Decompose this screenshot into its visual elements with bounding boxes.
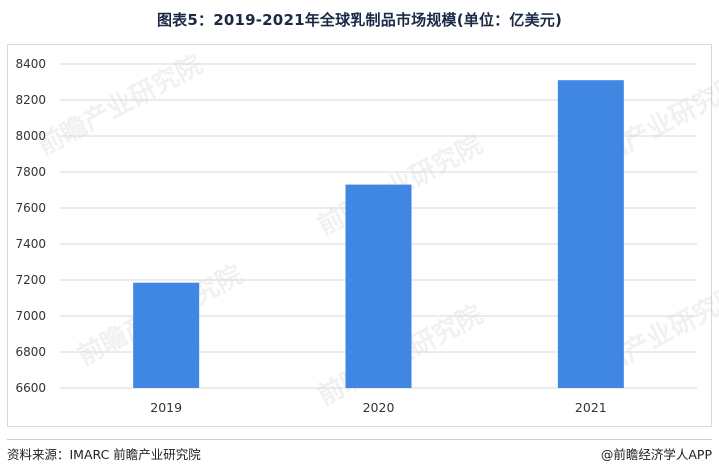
chart-title: 图表5：2019-2021年全球乳制品市场规模(单位：亿美元) — [156, 11, 563, 29]
y-tick-label: 7400 — [15, 237, 46, 251]
y-tick-label: 7600 — [15, 201, 46, 215]
y-tick-label: 7000 — [15, 309, 46, 323]
bar-2020 — [345, 184, 412, 388]
y-tick-label: 8200 — [15, 93, 46, 107]
y-tick-label: 7200 — [15, 273, 46, 287]
bar-chart: 6600 6800 7000 7200 7400 7600 7800 8000 8200 8400… — [15, 57, 697, 415]
app-credit: @前瞻经济学人APP — [600, 447, 712, 462]
x-tick-label: 2019 — [150, 400, 182, 415]
x-tick-label: 2021 — [575, 400, 607, 415]
source-note: 资料来源：IMARC 前瞻产业研究院 — [7, 447, 201, 462]
footer: 资料来源：IMARC 前瞻产业研究院 @前瞻经济学人APP — [7, 439, 712, 462]
bar-2021 — [557, 80, 624, 388]
x-tick-label: 2020 — [363, 400, 395, 415]
y-tick-label: 6600 — [15, 381, 46, 395]
y-tick-label: 8000 — [15, 129, 46, 143]
y-tick-label: 8400 — [15, 57, 46, 71]
bar-2019 — [133, 282, 200, 388]
y-tick-label: 6800 — [15, 345, 46, 359]
y-tick-label: 7800 — [15, 165, 46, 179]
